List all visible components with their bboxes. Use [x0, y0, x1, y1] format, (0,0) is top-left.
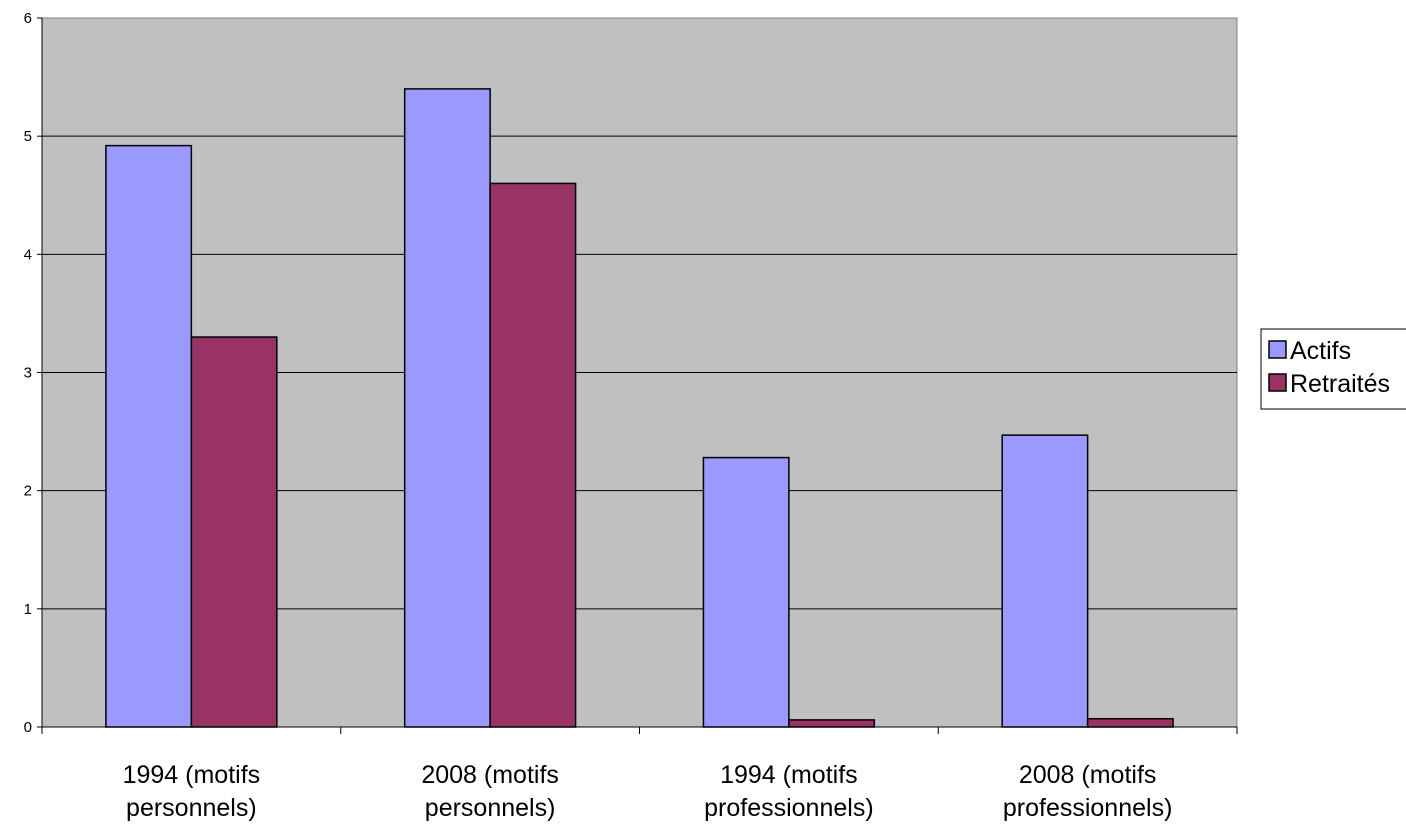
y-tick-label: 6 [24, 10, 32, 27]
bar-retrait-s-1 [489, 182, 577, 728]
bar-actifs-1 [403, 88, 491, 728]
legend-swatch [1268, 373, 1287, 392]
y-tick-label: 0 [24, 719, 32, 736]
y-tick-label: 3 [24, 365, 32, 382]
bars [105, 88, 1174, 728]
x-tick-labels: 1994 (motifs personnels) 2008 (motifs perso… [123, 761, 1173, 822]
y-tick-label: 2 [24, 483, 32, 500]
bar-retrait-s-0 [190, 336, 278, 728]
x-tick-label: 2008 (motifs personnels) [421, 761, 559, 822]
legend: Actifs Retraités [1260, 328, 1406, 410]
y-tick-label: 1 [24, 601, 32, 618]
bar-actifs-2 [702, 456, 790, 728]
x-tick-label: 2008 (motifs professionnels) [1003, 761, 1173, 822]
legend-label: Actifs [1290, 337, 1351, 365]
bar-actifs-0 [105, 144, 193, 728]
x-tick-label: 1994 (motifs professionnels) [704, 761, 874, 822]
y-tick-label: 4 [24, 246, 32, 263]
bar-retrait-s-3 [1086, 717, 1174, 728]
y-tick-labels: 0 1 2 3 4 5 6 [24, 10, 32, 736]
y-tick-label: 5 [24, 128, 32, 145]
bar-retrait-s-2 [788, 719, 876, 728]
bar-actifs-3 [1001, 434, 1089, 728]
legend-label: Retraités [1290, 370, 1390, 398]
x-tick-label: 1994 (motifs personnels) [123, 761, 261, 822]
axes [37, 17, 1238, 734]
legend-swatch [1268, 340, 1287, 359]
